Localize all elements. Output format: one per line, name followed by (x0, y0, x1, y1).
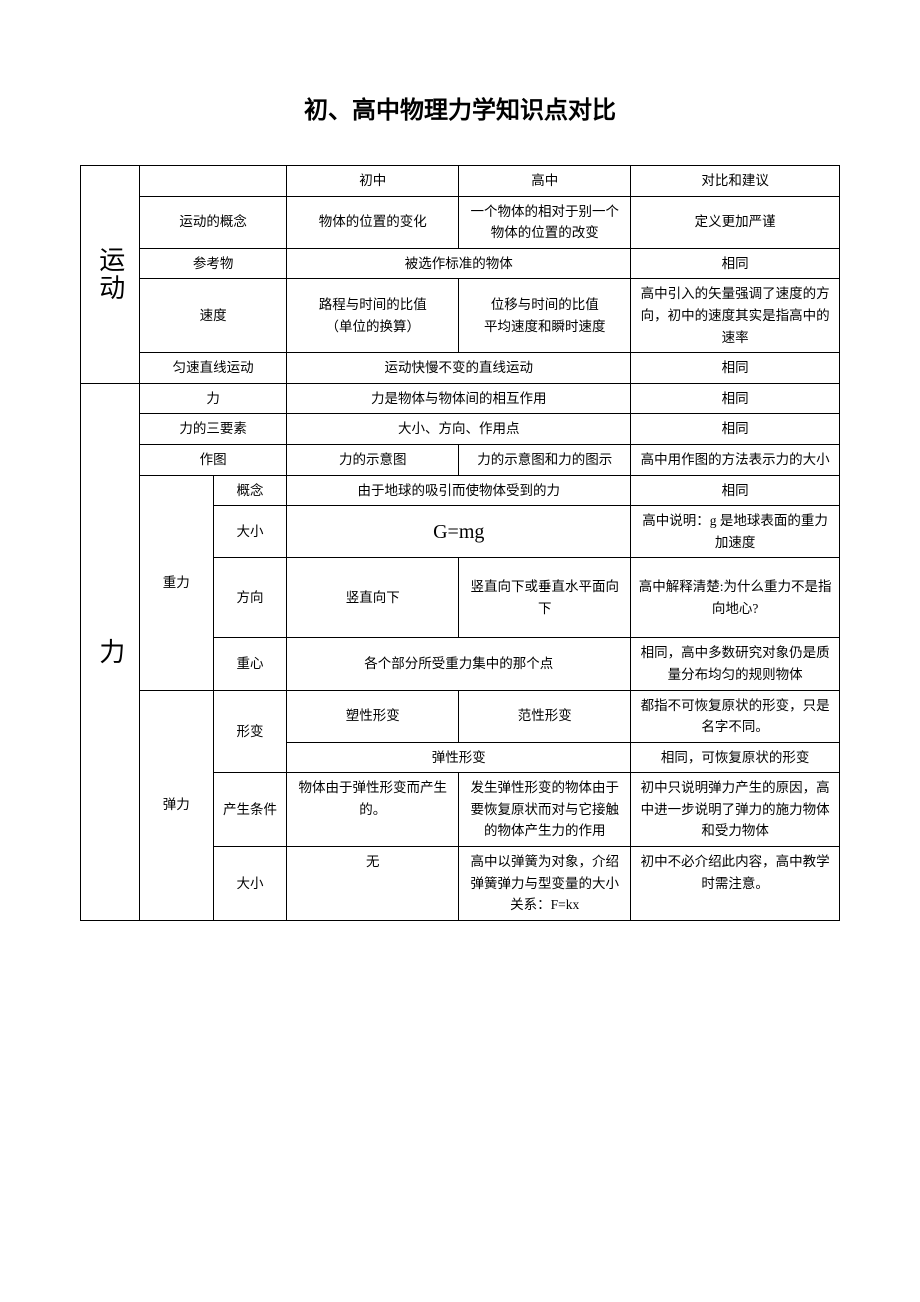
cell-elastic-deform2-compare: 相同，可恢复原状的形变 (631, 742, 840, 773)
cell-three-compare: 相同 (631, 414, 840, 445)
cell-gravity-mag-name: 大小 (213, 506, 287, 558)
cell-three-merged: 大小、方向、作用点 (287, 414, 631, 445)
header-middle: 初中 (287, 166, 459, 197)
header-high: 高中 (459, 166, 631, 197)
row-motion-uniform: 匀速直线运动 运动快慢不变的直线运动 相同 (81, 353, 840, 384)
cell-drawing-middle: 力的示意图 (287, 444, 459, 475)
cell-drawing-high: 力的示意图和力的图示 (459, 444, 631, 475)
page-title: 初、高中物理力学知识点对比 (80, 90, 840, 125)
cell-elastic-mag-middle: 无 (287, 847, 459, 921)
cell-elastic-deform2-merged: 弹性形变 (287, 742, 631, 773)
cell-drawing-compare: 高中用作图的方法表示力的大小 (631, 444, 840, 475)
cell-elastic-deform-name: 形变 (213, 690, 287, 773)
row-motion-reference: 参考物 被选作标准的物体 相同 (81, 248, 840, 279)
cell-uniform-merged: 运动快慢不变的直线运动 (287, 353, 631, 384)
cell-gravity-mag-compare: 高中说明：g 是地球表面的重力加速度 (631, 506, 840, 558)
cell-gravity-concept-merged: 由于地球的吸引而使物体受到的力 (287, 475, 631, 506)
cell-concept-name: 运动的概念 (139, 196, 286, 248)
cell-elastic-cond-name: 产生条件 (213, 773, 287, 847)
cell-three-name: 力的三要素 (139, 414, 286, 445)
cell-gravity-mag-merged: G=mg (287, 506, 631, 558)
cell-concept-middle: 物体的位置的变化 (287, 196, 459, 248)
cell-speed-compare: 高中引入的矢量强调了速度的方向，初中的速度其实是指高中的速率 (631, 279, 840, 353)
cell-speed-name: 速度 (139, 279, 286, 353)
cell-uniform-name: 匀速直线运动 (139, 353, 286, 384)
cell-elastic-mag-high: 高中以弹簧为对象，介绍弹簧弹力与型变量的大小关系：F=kx (459, 847, 631, 921)
row-motion-speed: 速度 路程与时间的比值 （单位的换算） 位移与时间的比值 平均速度和瞬时速度 高… (81, 279, 840, 353)
row-gravity-concept: 重力 概念 由于地球的吸引而使物体受到的力 相同 (81, 475, 840, 506)
cell-gravity-dir-middle: 竖直向下 (287, 558, 459, 638)
cell-gravity-center-name: 重心 (213, 638, 287, 690)
cell-elastic-cond-compare: 初中只说明弹力产生的原因，高中进一步说明了弹力的施力物体和受力物体 (631, 773, 840, 847)
cell-gravity-concept-name: 概念 (213, 475, 287, 506)
cell-elastic-name: 弹力 (139, 690, 213, 920)
row-force-drawing: 作图 力的示意图 力的示意图和力的图示 高中用作图的方法表示力的大小 (81, 444, 840, 475)
cell-force-name: 力 (139, 383, 286, 414)
section-motion-label: 运动 (81, 166, 140, 384)
row-motion-concept: 运动的概念 物体的位置的变化 一个物体的相对于别一个物体的位置的改变 定义更加严… (81, 196, 840, 248)
cell-elastic-cond-high: 发生弹性形变的物体由于要恢复原状而对与它接触的物体产生力的作用 (459, 773, 631, 847)
cell-force-compare: 相同 (631, 383, 840, 414)
cell-gravity-dir-high: 竖直向下或垂直水平面向下 (459, 558, 631, 638)
comparison-table: 运动 初中 高中 对比和建议 运动的概念 物体的位置的变化 一个物体的相对于别一… (80, 165, 840, 921)
cell-concept-high: 一个物体的相对于别一个物体的位置的改变 (459, 196, 631, 248)
row-force-three: 力的三要素 大小、方向、作用点 相同 (81, 414, 840, 445)
row-force-force: 力 力 力是物体与物体间的相互作用 相同 (81, 383, 840, 414)
cell-reference-merged: 被选作标准的物体 (287, 248, 631, 279)
cell-drawing-name: 作图 (139, 444, 286, 475)
cell-reference-compare: 相同 (631, 248, 840, 279)
cell-gravity-name: 重力 (139, 475, 213, 690)
cell-elastic-mag-compare: 初中不必介绍此内容，高中教学时需注意。 (631, 847, 840, 921)
cell-force-merged: 力是物体与物体间的相互作用 (287, 383, 631, 414)
section-force-label: 力 (81, 383, 140, 920)
cell-elastic-cond-middle: 物体由于弹性形变而产生的。 (287, 773, 459, 847)
cell-gravity-center-merged: 各个部分所受重力集中的那个点 (287, 638, 631, 690)
cell-speed-high: 位移与时间的比值 平均速度和瞬时速度 (459, 279, 631, 353)
cell-gravity-center-compare: 相同，高中多数研究对象仍是质量分布均匀的规则物体 (631, 638, 840, 690)
cell-concept-compare: 定义更加严谨 (631, 196, 840, 248)
cell-elastic-deform1-middle: 塑性形变 (287, 690, 459, 742)
table-header-row: 运动 初中 高中 对比和建议 (81, 166, 840, 197)
cell-gravity-concept-compare: 相同 (631, 475, 840, 506)
cell-elastic-deform1-compare: 都指不可恢复原状的形变，只是名字不同。 (631, 690, 840, 742)
row-elastic-deform1: 弹力 形变 塑性形变 范性形变 都指不可恢复原状的形变，只是名字不同。 (81, 690, 840, 742)
header-compare: 对比和建议 (631, 166, 840, 197)
header-empty (139, 166, 286, 197)
cell-elastic-deform1-high: 范性形变 (459, 690, 631, 742)
cell-reference-name: 参考物 (139, 248, 286, 279)
cell-uniform-compare: 相同 (631, 353, 840, 384)
cell-elastic-mag-name: 大小 (213, 847, 287, 921)
cell-gravity-dir-compare: 高中解释清楚:为什么重力不是指向地心? (631, 558, 840, 638)
cell-gravity-dir-name: 方向 (213, 558, 287, 638)
cell-speed-middle: 路程与时间的比值 （单位的换算） (287, 279, 459, 353)
